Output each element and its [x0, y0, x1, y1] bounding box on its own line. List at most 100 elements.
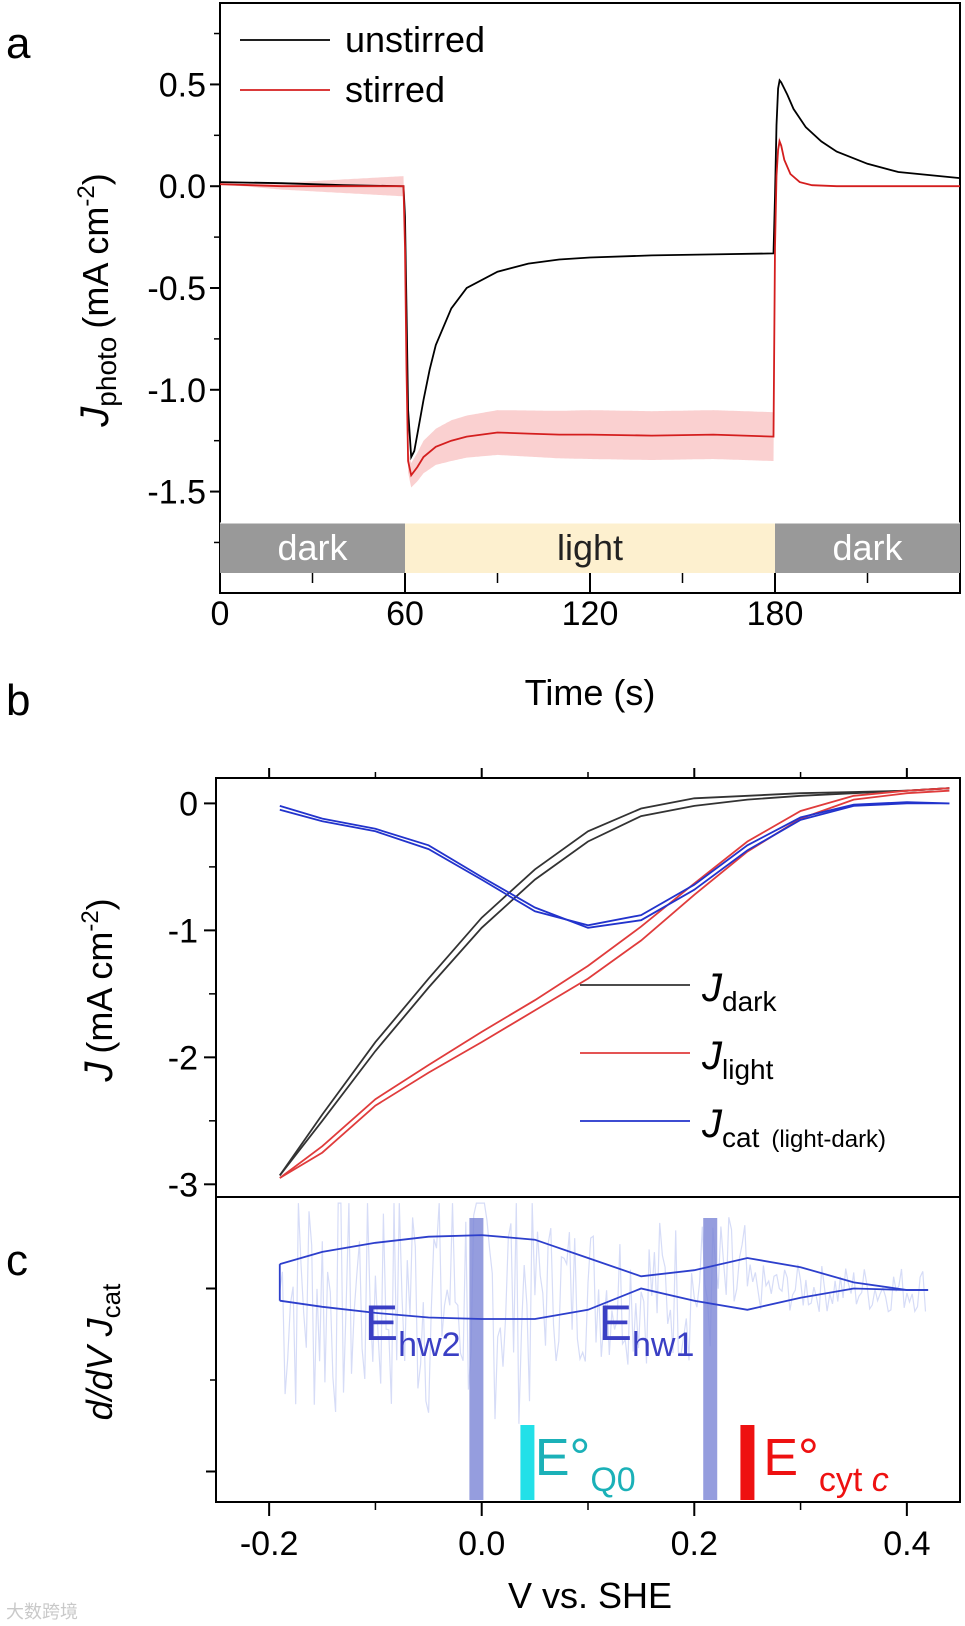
legend-label-dark: Jdark	[701, 966, 777, 1017]
derivative-lower	[279, 1287, 929, 1320]
panel-b-ylabel-sup: -2	[77, 910, 104, 931]
legend-sub: light	[722, 1054, 774, 1085]
y-tick-label: -1	[168, 912, 198, 950]
panel-a-chart: dark light dark 0.5 0.0 -0.5 -1.0 -1.5 0 60 120 18…	[73, 2, 961, 713]
x-tick-label: 0.2	[671, 1525, 718, 1563]
panel-c-ylabel-sub: cat	[96, 1283, 126, 1318]
panel-label-b: b	[6, 676, 30, 725]
series-line-light	[279, 789, 950, 1179]
y-tick-label: -1.0	[147, 372, 206, 410]
panel-c-axes: -0.2 0.0 0.2 0.4	[206, 1287, 930, 1563]
legend-label-stirred: stirred	[345, 69, 445, 110]
y-tick-label: -2	[168, 1039, 198, 1077]
panel-a-ylabel-main: J	[73, 406, 117, 428]
derivative-upper	[279, 1234, 929, 1291]
panel-a-axes: 0.5 0.0 -0.5 -1.0 -1.5 0 60 120 180	[147, 32, 960, 633]
legend-main: J	[701, 1034, 723, 1078]
x-tick-label: 0.4	[883, 1525, 930, 1563]
legend-label-light: Jlight	[701, 1034, 774, 1085]
panel-label-c: c	[6, 1236, 28, 1285]
annotation-sub: hw2	[398, 1326, 460, 1364]
annotation-hw1: Ehw1	[599, 1295, 695, 1364]
marker-hw2	[469, 1218, 484, 1500]
y-tick-label: -3	[168, 1166, 198, 1204]
panel-a-ylabel-close: )	[75, 173, 116, 185]
marker-Q0	[520, 1425, 535, 1500]
annotation-main: E°	[763, 1429, 818, 1487]
x-tick-label: 60	[386, 595, 424, 633]
annotation-sub-italic: c	[872, 1461, 889, 1499]
y-tick-label: -1.5	[147, 474, 206, 512]
annotation-Q0: E°Q0	[535, 1429, 636, 1499]
panel-b-ylabel-close: )	[79, 898, 120, 910]
band-label-dark: dark	[832, 527, 903, 568]
legend-label-unstirred: unstirred	[345, 19, 485, 60]
x-tick-label: 0.0	[458, 1525, 505, 1563]
panel-b-ylabel-unit: (mA cm	[79, 932, 120, 1054]
annotation-hw2: Ehw2	[365, 1295, 461, 1364]
annotation-cyt-c: E°cyt c	[763, 1429, 888, 1499]
annotation-sub: Q0	[590, 1461, 635, 1499]
y-tick-label: 0	[179, 785, 198, 823]
panel-c-plot-area	[278, 1234, 929, 1320]
annotation-sub: hw1	[632, 1326, 694, 1364]
panel-b-y-axis-label: J (mA cm-2)	[77, 898, 121, 1082]
panel-c-raw-derivative	[279, 1202, 927, 1424]
legend-label-cat: Jcat (light-dark)	[701, 1102, 886, 1153]
panel-c-y-axis-label: d/dV Jcat	[79, 1283, 126, 1421]
annotation-main: E	[599, 1295, 632, 1351]
series-return-dark	[279, 787, 950, 1176]
stirred-error-band	[220, 136, 960, 488]
watermark: 大数跨境	[6, 1602, 78, 1622]
panel-b-axes: 0 -1 -2 -3	[168, 768, 908, 1204]
series-return-cat	[279, 801, 950, 927]
band-light	[405, 523, 775, 573]
y-tick-label: 0.5	[159, 66, 206, 104]
band-label-dark: dark	[277, 527, 348, 568]
band-dark	[220, 523, 405, 573]
legend-extra: (light-dark)	[771, 1126, 886, 1153]
x-tick-label: -0.2	[240, 1525, 299, 1563]
series-line-unstirred	[219, 78, 961, 461]
series-return-light	[279, 787, 950, 1179]
annotation-main: E°	[535, 1429, 590, 1487]
panel-c-ylabel-main: d/dV J	[79, 1317, 120, 1420]
panel-b-ylabel-main: J	[77, 1061, 121, 1083]
panel-a-ylabel-unit: (mA cm	[75, 207, 116, 329]
y-tick-label: 0.0	[159, 168, 206, 206]
band-dark	[775, 523, 960, 573]
panel-a-x-axis-label: Time (s)	[525, 672, 656, 713]
panel-a-condition-bands: dark light dark	[220, 522, 960, 573]
x-tick-label: 120	[562, 595, 619, 633]
series-line-stirred	[219, 138, 960, 478]
x-tick-label: 0	[211, 595, 230, 633]
series-line-cat	[279, 802, 950, 929]
legend-main: J	[701, 966, 723, 1010]
annotation-main: E	[365, 1295, 398, 1351]
panel-a-y-axis-label: Jphoto (mA cm-2)	[73, 173, 122, 427]
panel-a-ylabel-sup: -2	[73, 185, 100, 206]
x-tick-label: 180	[747, 595, 804, 633]
raw-derivative-noise	[279, 1202, 927, 1424]
legend-sub: dark	[722, 986, 777, 1017]
series-line-dark	[279, 787, 950, 1176]
band-label-light: light	[557, 527, 623, 568]
panel-a-frame	[219, 2, 961, 594]
panel-b-plot-area	[279, 787, 950, 1179]
y-tick-label: -0.5	[147, 270, 206, 308]
panel-label-a: a	[6, 19, 31, 68]
legend-sub: cat	[722, 1122, 760, 1153]
panel-c-potential-markers	[469, 1218, 755, 1500]
panel-a-ylabel-sub: photo	[91, 337, 122, 407]
marker-cyt-c	[740, 1425, 755, 1500]
annotation-sub: cyt	[819, 1461, 872, 1499]
panel-c-x-axis-label: V vs. SHE	[508, 1575, 672, 1616]
marker-hw1	[703, 1218, 718, 1500]
legend-main: J	[701, 1102, 723, 1146]
panel-a-plot-area	[219, 78, 961, 488]
